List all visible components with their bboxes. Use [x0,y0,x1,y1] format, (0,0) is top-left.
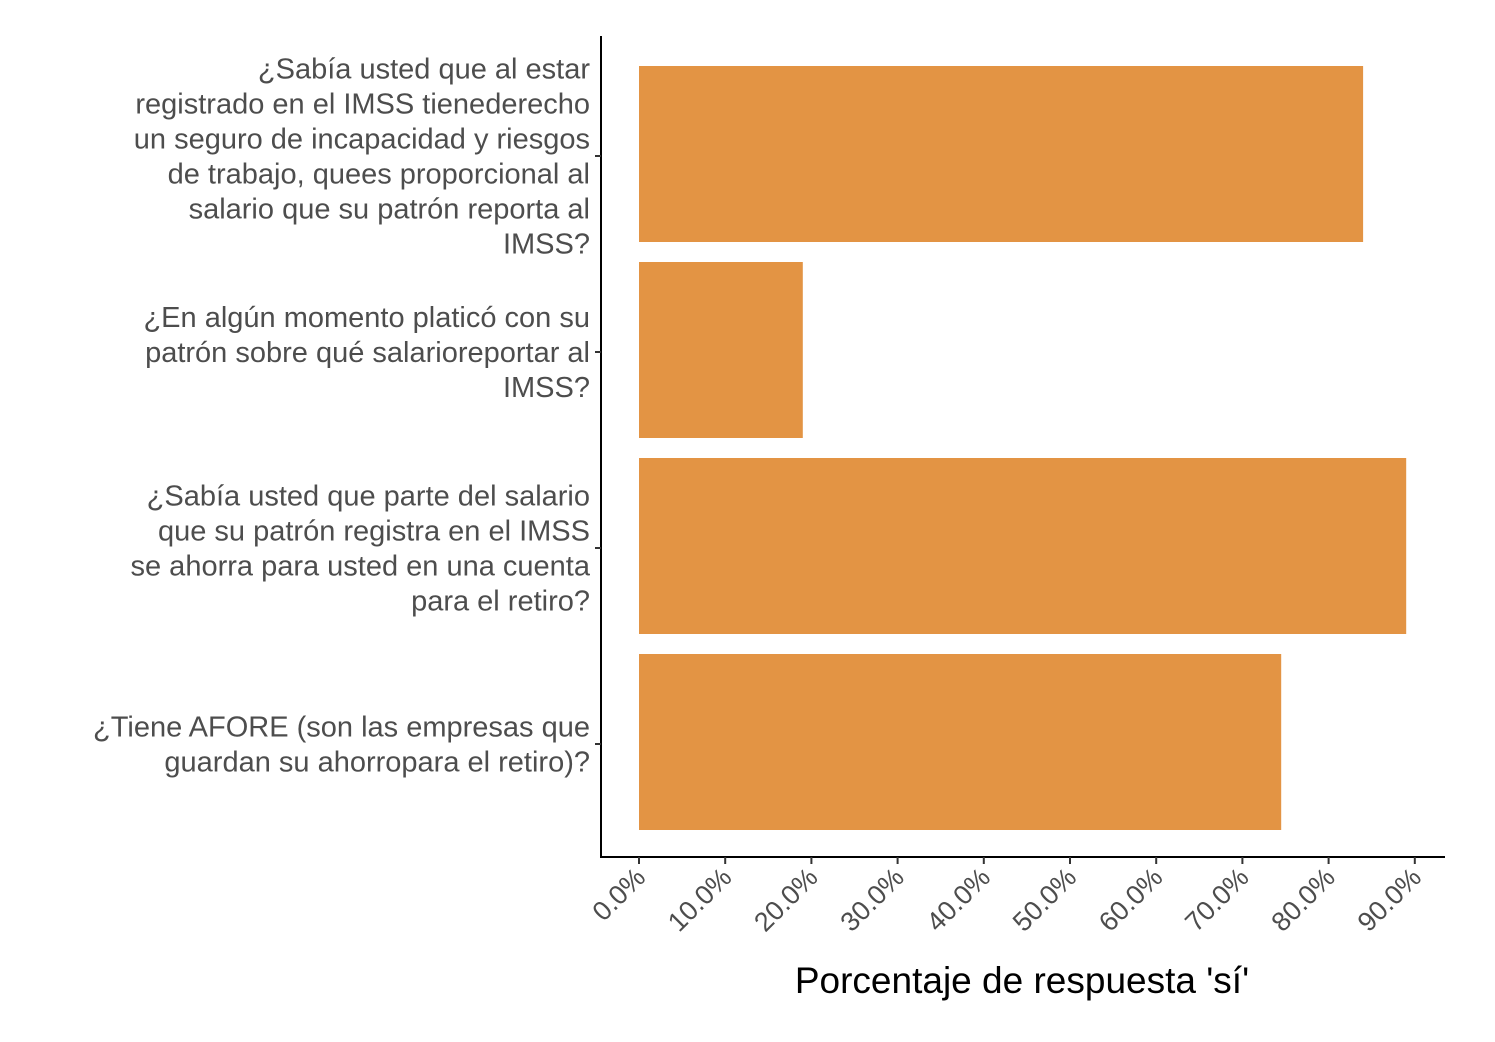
category-label-line: guardan su ahorropara el retiro)? [164,747,590,779]
x-tick-label: 70.0% [1179,862,1254,937]
category-label-line: de trabajo, quees proporcional al [168,159,590,191]
category-label-3: ¿Sabía usted que parte del salario que su… [131,481,591,618]
category-label-line: IMSS? [503,372,590,404]
x-tick-label: 90.0% [1352,862,1427,937]
category-label-line: ¿Sabía usted que al estar [258,54,590,86]
category-label-line: ¿Tiene AFORE (son las empresas que [93,712,590,744]
category-label-line: se ahorra para usted en una cuenta [131,551,591,583]
x-ticks-group: 0.0% 10.0% 20.0% 30.0% 40.0% 50.0% 60.0% 70.0% 8… [587,857,1427,937]
category-label-line: para el retiro? [411,586,590,618]
category-label-line: ¿Sabía usted que parte del salario [147,481,590,513]
category-label-line: salario que su patrón reporta al [189,194,590,226]
category-label-4: ¿Tiene AFORE (son las empresas que guarda… [93,712,590,779]
bar-4 [639,654,1282,830]
x-axis-title: Porcentaje de respuesta 'sí' [795,960,1249,1001]
category-label-2: ¿En algún momento platicó con su patrón s… [143,302,590,404]
category-label-line: patrón sobre qué salarioreportar al [145,337,590,369]
category-label-line: IMSS? [503,229,590,261]
category-label-line: que su patrón registra en el IMSS [158,516,590,548]
bar-1 [639,66,1364,242]
x-tick-label: 10.0% [662,862,737,937]
category-label-line: un seguro de incapacidad y riesgos [134,124,590,156]
x-tick-label: 20.0% [748,862,823,937]
bar-3 [639,458,1407,634]
x-tick-label: 50.0% [1007,862,1082,937]
category-label-1: ¿Sabía usted que al estar registrado en e… [134,54,591,261]
x-tick-label: 40.0% [921,862,996,937]
x-tick-label: 80.0% [1265,862,1340,937]
bars-group [639,66,1407,830]
bar-2 [639,262,803,438]
x-tick-label: 60.0% [1093,862,1168,937]
axes-group [595,36,1445,858]
y-category-labels: ¿Sabía usted que al estar registrado en e… [93,54,591,779]
x-tick-label: 30.0% [834,862,909,937]
category-label-line: ¿En algún momento platicó con su [143,302,590,334]
category-label-line: registrado en el IMSS tienederecho [135,89,590,121]
x-tick-label: 0.0% [587,862,652,927]
